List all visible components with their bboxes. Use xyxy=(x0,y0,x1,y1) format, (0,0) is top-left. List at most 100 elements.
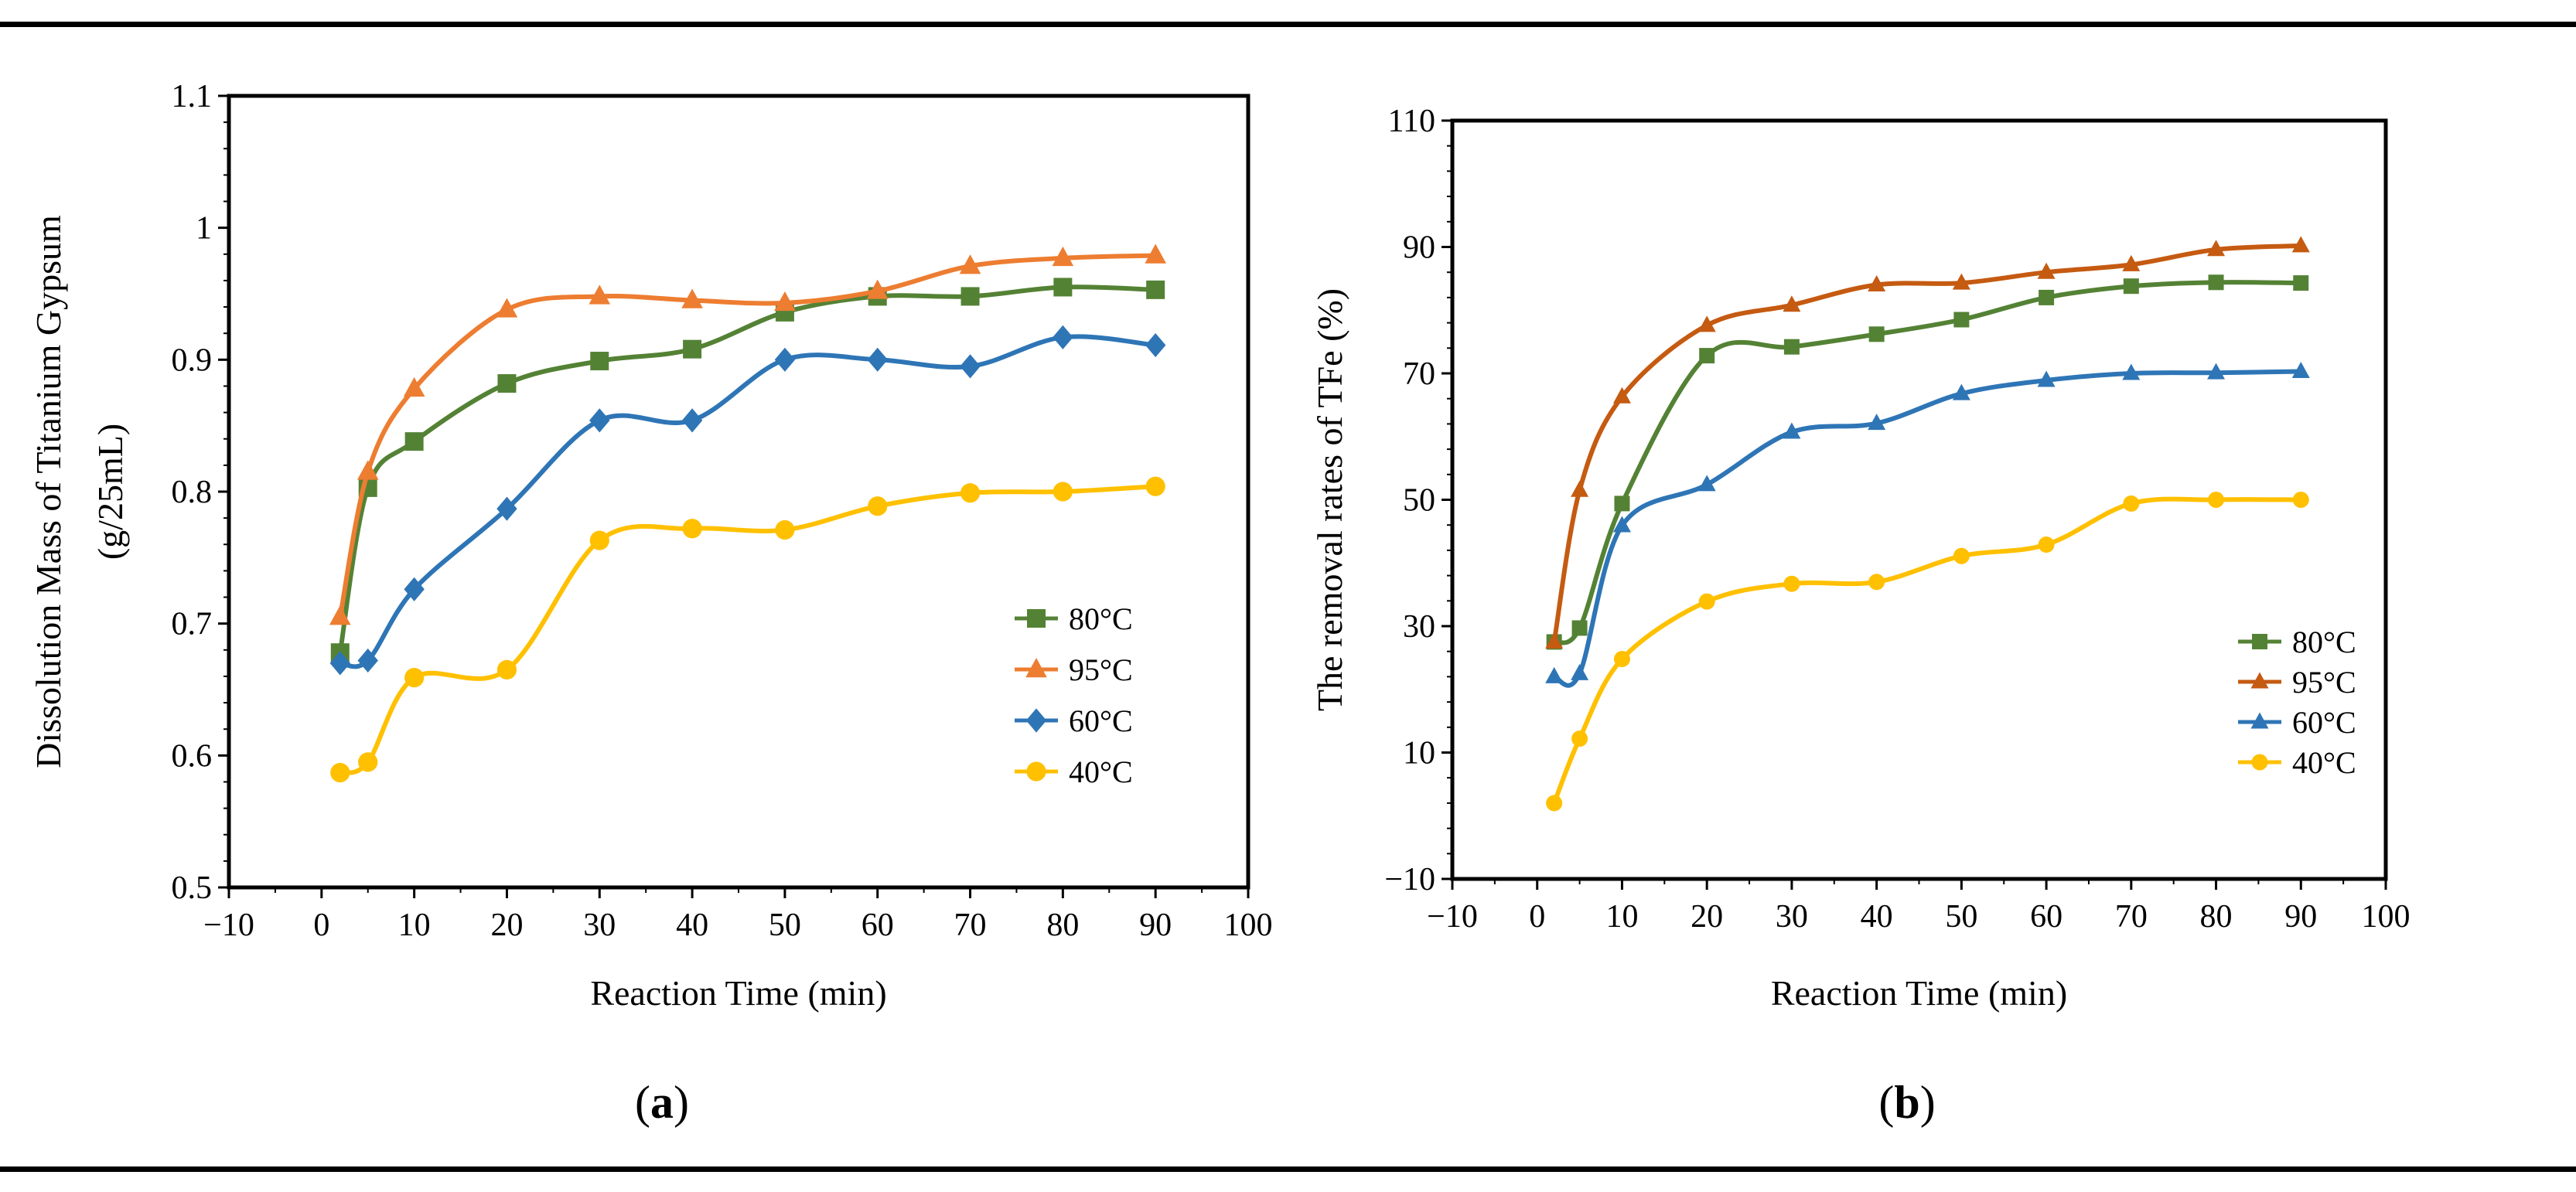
y-tick-label: 1.1 xyxy=(172,79,213,114)
series-80C-c xyxy=(330,278,1165,662)
data-point xyxy=(774,347,796,372)
data-point xyxy=(2292,492,2309,508)
x-tick-label: 90 xyxy=(1139,908,1172,943)
bottom-rule xyxy=(0,1166,2576,1172)
data-point xyxy=(1571,620,1588,636)
series-line xyxy=(337,253,1156,618)
x-tick-label: 40 xyxy=(1861,899,1893,935)
data-point xyxy=(2291,362,2310,379)
data-point xyxy=(497,374,517,393)
data-point xyxy=(866,279,889,299)
x-tick-label: 90 xyxy=(2284,899,2317,935)
data-point xyxy=(2039,289,2055,305)
data-point xyxy=(496,659,517,680)
data-point xyxy=(1697,315,1716,332)
data-point xyxy=(1953,547,1970,564)
data-point xyxy=(2123,278,2139,295)
data-point xyxy=(1545,666,1564,683)
panel-label-a: (a) xyxy=(635,1077,689,1128)
data-point xyxy=(358,752,378,772)
x-tick-label: 10 xyxy=(1605,899,1638,935)
data-point xyxy=(404,577,425,601)
data-point xyxy=(496,298,518,318)
data-point xyxy=(1614,496,1630,512)
data-point xyxy=(960,287,980,306)
data-point xyxy=(1053,325,1073,349)
data-point xyxy=(496,496,517,521)
x-tick-label: 70 xyxy=(2115,899,2148,935)
legend-label: 40°C xyxy=(2292,745,2356,780)
series-95C-c xyxy=(329,244,1166,625)
x-tick-label: −10 xyxy=(1427,899,1478,935)
y-tick-label: −10 xyxy=(1384,862,1435,897)
y-tick-label: 110 xyxy=(1388,104,1435,139)
data-point xyxy=(1612,387,1631,404)
data-point xyxy=(2037,370,2056,387)
legend-label: 80°C xyxy=(1069,601,1133,636)
data-point xyxy=(1613,651,1630,668)
y-tick-label: 1 xyxy=(196,211,212,247)
data-point xyxy=(1052,246,1074,267)
x-tick-label: 60 xyxy=(862,908,894,943)
legend-marker xyxy=(2250,712,2269,729)
series-line xyxy=(339,484,1156,775)
x-tick-label: 0 xyxy=(1529,899,1545,935)
data-point xyxy=(1697,475,1716,492)
x-tick-label: 80 xyxy=(1046,908,1079,943)
x-tick-label: −10 xyxy=(203,908,254,943)
x-tick-label: 50 xyxy=(769,908,801,943)
legend-marker xyxy=(1025,708,1047,733)
legend-marker xyxy=(2252,634,2267,649)
data-point xyxy=(1952,383,1970,400)
data-point xyxy=(404,668,425,688)
data-point xyxy=(2038,536,2055,553)
data-point xyxy=(329,651,350,676)
data-point xyxy=(2122,363,2141,380)
legend-marker xyxy=(1027,609,1046,628)
y-tick-label: 10 xyxy=(1403,736,1435,771)
x-tick-label: 60 xyxy=(2030,899,2063,935)
data-point xyxy=(357,460,379,480)
legend-label: 60°C xyxy=(1069,703,1133,738)
data-point xyxy=(1571,480,1589,497)
legend-marker xyxy=(1025,658,1047,678)
data-point xyxy=(403,376,425,397)
legend-marker xyxy=(2251,754,2268,771)
data-point xyxy=(1783,575,1800,592)
x-tick-label: 0 xyxy=(313,908,329,943)
series-line xyxy=(1553,369,2301,688)
data-point xyxy=(2208,492,2225,508)
series-line xyxy=(1553,280,2301,645)
y-tick-label: 0.7 xyxy=(172,607,213,642)
data-point xyxy=(590,352,609,371)
data-point xyxy=(1571,731,1588,748)
data-point xyxy=(1545,632,1564,649)
data-point xyxy=(1868,275,1886,292)
data-point xyxy=(1612,516,1631,533)
data-point xyxy=(1783,295,1801,312)
data-point xyxy=(589,408,610,433)
y-tick-label: 0.6 xyxy=(172,738,213,774)
series-line xyxy=(1551,243,2301,642)
legend-marker xyxy=(2250,672,2269,689)
data-point xyxy=(1546,795,1563,812)
data-point xyxy=(1053,278,1073,297)
x-tick-label: 80 xyxy=(2200,899,2233,935)
data-point xyxy=(404,432,424,451)
y-tick-label: 0.8 xyxy=(172,475,213,510)
data-point xyxy=(2291,236,2310,253)
y-tick-label: 0.9 xyxy=(172,342,213,378)
y-tick-label: 50 xyxy=(1403,483,1435,519)
data-point xyxy=(1868,574,1885,591)
series-60C-c xyxy=(1545,362,2310,688)
x-tick-label: 70 xyxy=(954,908,987,943)
data-point xyxy=(2037,262,2056,279)
panel-label-b: (b) xyxy=(1878,1077,1936,1128)
data-point xyxy=(589,530,609,550)
data-point xyxy=(681,288,703,308)
data-point xyxy=(960,354,981,379)
y-axis-label-units: (g/25mL) xyxy=(90,424,130,560)
data-point xyxy=(868,496,888,516)
data-point xyxy=(330,762,350,783)
